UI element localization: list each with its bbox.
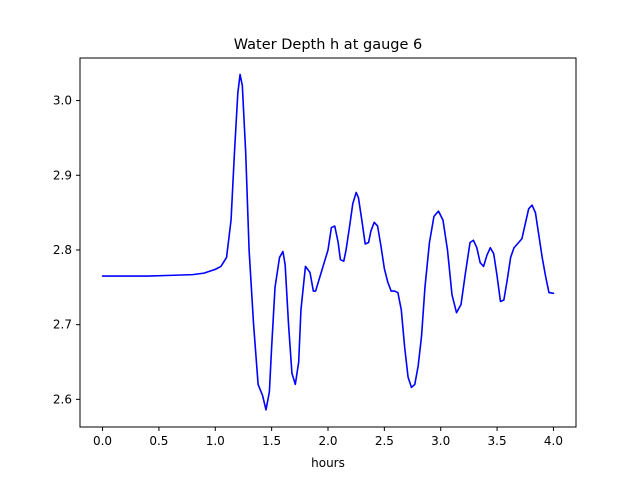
x-tick-label: 4.0 [544,434,563,448]
chart-title: Water Depth h at gauge 6 [234,37,422,53]
x-tick-label: 3.0 [431,434,450,448]
x-tick-label: 2.5 [375,434,394,448]
tick-layer: 0.0 0.5 1.0 1.5 2.0 2.5 3.0 3.5 4.0 2.6 2.7 2.8 2.9 3… [53,94,563,448]
series-line [101,73,555,411]
x-axis-label: hours [311,456,345,470]
x-tick-label: 3.5 [488,434,507,448]
y-tick-label: 2.8 [53,243,72,257]
x-tick-label: 2.0 [318,434,337,448]
x-tick-label: 1.0 [206,434,225,448]
y-tick-label: 2.6 [53,392,72,406]
y-tick-label: 3.0 [53,94,72,108]
plot-frame [79,57,577,428]
x-tick-label: 0.5 [149,434,168,448]
y-tick-label: 2.9 [53,168,72,182]
y-tick-label: 2.7 [53,318,72,332]
x-tick-label: 1.5 [262,434,281,448]
x-tick-label: 0.0 [93,434,112,448]
